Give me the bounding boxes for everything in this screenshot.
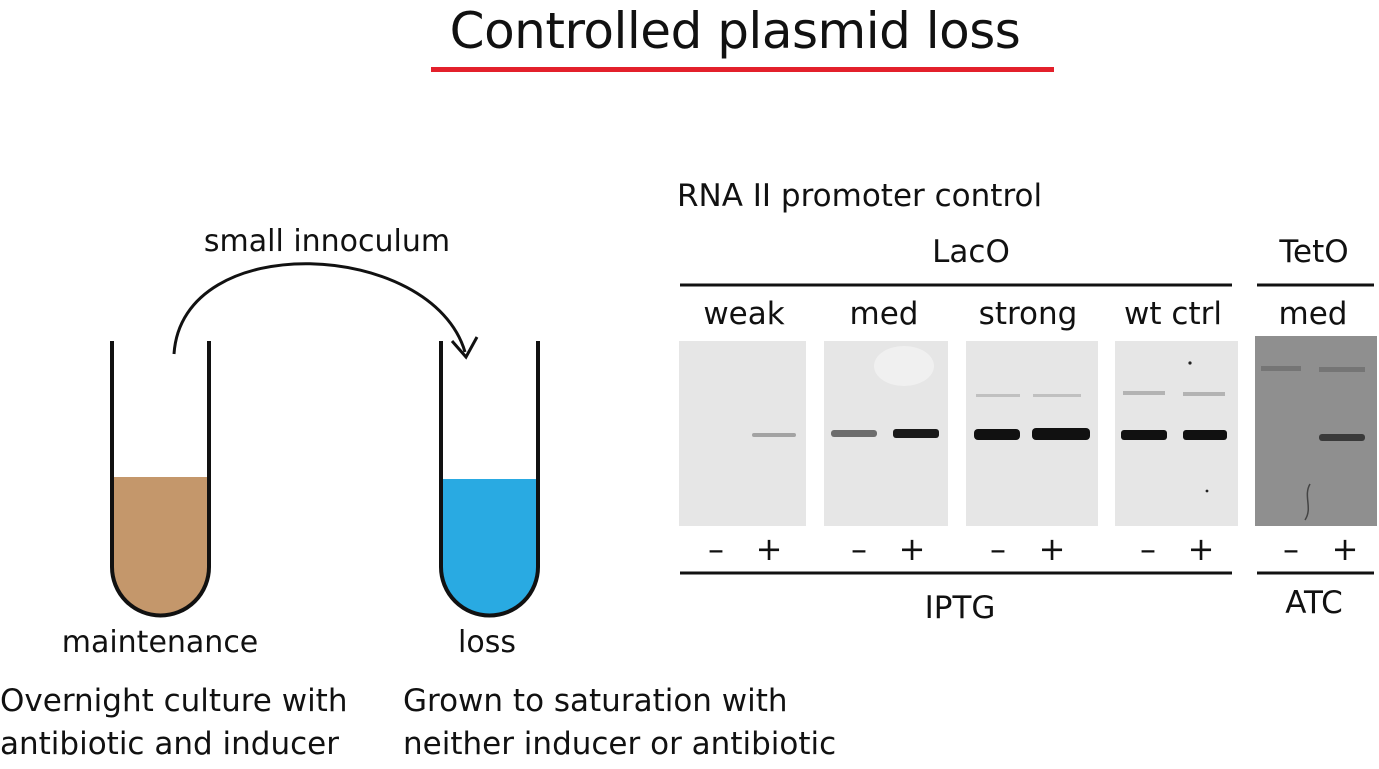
maintenance-label: maintenance [61, 625, 259, 660]
gel-band [1183, 430, 1227, 440]
page-title: Controlled plasmid loss [449, 2, 1021, 60]
gel-band [752, 433, 796, 437]
gel-band [974, 429, 1020, 440]
lane-minus-wt-ctrl: – [1140, 530, 1156, 568]
iptg-label: IPTG [924, 590, 996, 626]
teto-label: TetO [1279, 234, 1349, 270]
gel-band [831, 430, 877, 437]
panel-label-med: med [849, 296, 919, 332]
lane-minus-med: – [851, 530, 867, 568]
maintenance-description-line1: Overnight culture with [0, 683, 348, 719]
gel-band [1121, 430, 1167, 440]
loss-tube [439, 341, 540, 618]
gel-image-wt-ctrl [1115, 341, 1238, 526]
gel-heading: RNA II promoter control [677, 178, 1043, 214]
atc-label: ATC [1285, 585, 1343, 621]
loss-label: loss [458, 625, 516, 660]
loss-liquid [441, 479, 538, 616]
lane-minus-strong: – [990, 530, 1006, 568]
lane-plus-teto-med: + [1331, 530, 1359, 568]
lane-plus-med: + [898, 530, 926, 568]
gel-band [1032, 428, 1090, 440]
panel-label-strong: strong [978, 296, 1078, 332]
loss-description-line1: Grown to saturation with [403, 683, 788, 719]
panel-label-teto-med: med [1278, 296, 1348, 332]
gel-band [1319, 434, 1365, 441]
loss-description-line2: neither inducer or antibiotic [403, 726, 837, 762]
gel-image-med [824, 341, 948, 526]
arrow-label: small innoculum [203, 224, 451, 259]
maintenance-description-line2: antibiotic and inducer [0, 726, 339, 762]
maintenance-tube [110, 341, 211, 618]
lane-plus-wt-ctrl: + [1187, 530, 1215, 568]
lane-minus-teto-med: – [1283, 530, 1299, 568]
maintenance-liquid [112, 477, 209, 616]
gel-image-teto-med [1255, 336, 1377, 526]
laco-label: LacO [932, 234, 1010, 270]
lane-minus-weak: – [708, 530, 724, 568]
gel-band [893, 429, 939, 438]
lane-plus-weak: + [755, 530, 783, 568]
panel-label-weak: weak [703, 296, 785, 332]
title-underline [431, 67, 1054, 72]
gel-image-strong [966, 341, 1098, 526]
lane-plus-strong: + [1038, 530, 1066, 568]
panel-label-wt-ctrl: wt ctrl [1124, 296, 1222, 332]
gel-image-weak [679, 341, 806, 526]
transfer-arrow [172, 262, 479, 360]
